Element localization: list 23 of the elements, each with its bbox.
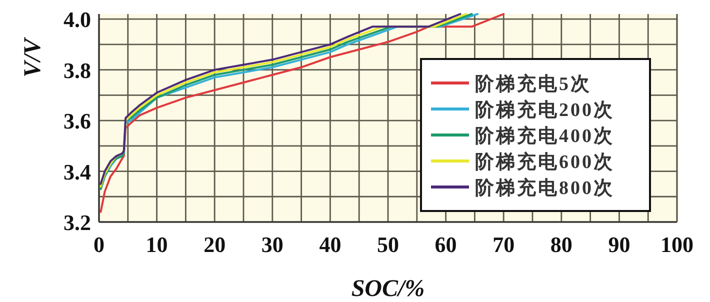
x-tick-label: 30: [261, 232, 284, 257]
legend-label: 阶梯充电200次: [475, 99, 614, 121]
y-tick-label: 3.6: [64, 108, 91, 134]
y-tick-label: 4.0: [64, 7, 91, 32]
x-tick-label: 100: [660, 232, 694, 257]
x-tick-label: 20: [204, 232, 226, 257]
legend-label: 阶梯充电800次: [475, 177, 614, 199]
x-tick-label: 70: [492, 232, 515, 257]
y-axis-title: V/V: [20, 36, 46, 78]
y-tick-label: 3.8: [64, 58, 91, 83]
y-tick-label: 3.4: [64, 159, 91, 184]
x-tick-label: 60: [434, 232, 457, 257]
x-tick-label: 90: [608, 232, 630, 257]
y-tick-label: 3.2: [64, 210, 91, 235]
x-tick-label: 10: [146, 232, 168, 257]
legend-label: 阶梯充电600次: [475, 151, 614, 173]
x-tick-label: 80: [550, 232, 572, 257]
x-tick-label: 50: [377, 232, 399, 257]
x-tick-label: 0: [94, 232, 104, 257]
legend-label: 阶梯充电400次: [475, 125, 614, 147]
x-tick-label: 40: [319, 232, 342, 257]
x-axis-title: SOC/%: [351, 276, 425, 302]
legend-label: 阶梯充电5次: [475, 73, 592, 95]
